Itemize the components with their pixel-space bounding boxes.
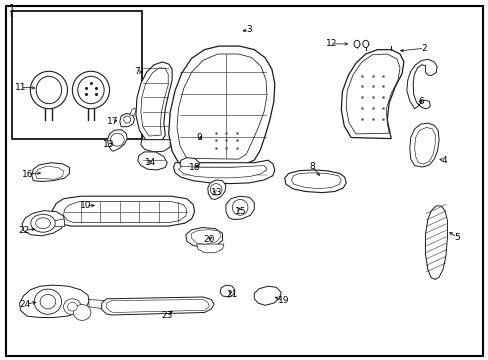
Ellipse shape [123, 116, 130, 123]
Text: 14: 14 [144, 158, 156, 167]
Text: 20: 20 [203, 235, 215, 244]
Text: 11: 11 [15, 83, 26, 91]
Text: 1: 1 [9, 4, 15, 14]
Polygon shape [22, 211, 64, 236]
Text: 23: 23 [161, 310, 173, 320]
Ellipse shape [63, 299, 81, 315]
Polygon shape [73, 305, 91, 320]
Ellipse shape [210, 184, 222, 195]
Polygon shape [173, 160, 274, 184]
Text: 12: 12 [325, 40, 337, 49]
Ellipse shape [31, 214, 55, 232]
Polygon shape [120, 113, 134, 127]
Text: 16: 16 [21, 170, 33, 179]
Text: 7: 7 [134, 68, 140, 77]
Ellipse shape [232, 199, 247, 215]
Polygon shape [106, 300, 209, 312]
Polygon shape [254, 286, 281, 305]
Polygon shape [129, 108, 136, 115]
Ellipse shape [362, 40, 368, 48]
Polygon shape [168, 46, 274, 164]
Polygon shape [89, 300, 127, 311]
Text: 17: 17 [106, 117, 118, 126]
Polygon shape [414, 127, 434, 164]
Text: 2: 2 [421, 44, 427, 53]
Polygon shape [178, 166, 266, 178]
Ellipse shape [353, 40, 359, 48]
Polygon shape [35, 166, 63, 179]
Polygon shape [341, 50, 403, 139]
Polygon shape [196, 244, 224, 253]
Polygon shape [180, 158, 199, 170]
Polygon shape [185, 228, 222, 248]
Polygon shape [51, 219, 64, 227]
Text: 6: 6 [418, 97, 424, 106]
Text: 22: 22 [19, 226, 30, 235]
Text: 9: 9 [196, 133, 202, 142]
Text: 10: 10 [80, 202, 91, 210]
Polygon shape [225, 196, 254, 220]
Ellipse shape [67, 302, 77, 311]
Text: 3: 3 [246, 25, 252, 34]
Bar [12, 11, 142, 139]
Ellipse shape [36, 76, 61, 104]
Text: 18: 18 [188, 163, 200, 172]
Polygon shape [141, 140, 170, 152]
Polygon shape [291, 173, 341, 189]
Text: 15: 15 [234, 207, 246, 216]
Polygon shape [191, 230, 221, 244]
Polygon shape [284, 170, 346, 193]
Ellipse shape [110, 133, 124, 146]
Ellipse shape [78, 76, 104, 104]
Text: 13: 13 [103, 140, 115, 149]
Polygon shape [107, 130, 127, 151]
Polygon shape [409, 123, 438, 167]
Polygon shape [51, 196, 194, 226]
Polygon shape [63, 202, 186, 222]
Ellipse shape [40, 294, 56, 309]
Polygon shape [406, 59, 436, 109]
Polygon shape [136, 62, 172, 140]
Text: 19: 19 [277, 296, 289, 305]
Text: 5: 5 [453, 233, 459, 242]
Text: 24: 24 [20, 300, 31, 309]
Polygon shape [220, 285, 234, 297]
Polygon shape [346, 54, 399, 134]
Text: 21: 21 [225, 290, 237, 299]
Polygon shape [102, 297, 214, 315]
Ellipse shape [36, 218, 50, 229]
Polygon shape [138, 152, 167, 170]
Polygon shape [141, 68, 168, 136]
Polygon shape [20, 285, 89, 318]
Polygon shape [425, 206, 447, 279]
Text: 13: 13 [210, 188, 222, 197]
Ellipse shape [72, 71, 109, 109]
Polygon shape [207, 180, 225, 199]
Polygon shape [177, 54, 266, 159]
Text: 4: 4 [440, 156, 446, 165]
Polygon shape [32, 163, 69, 181]
Ellipse shape [30, 71, 67, 109]
Text: 8: 8 [308, 162, 314, 171]
Ellipse shape [34, 289, 61, 314]
